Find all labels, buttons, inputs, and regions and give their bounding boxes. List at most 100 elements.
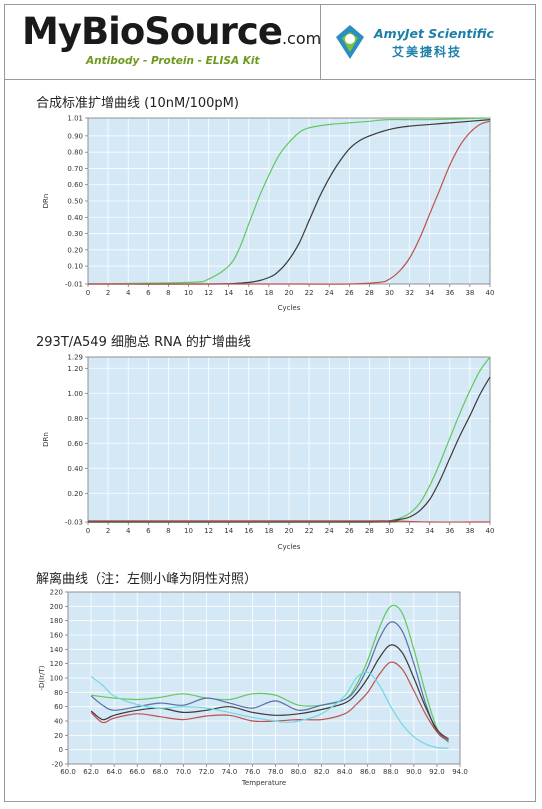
x-tick-label: 30 (385, 289, 394, 297)
x-tick-label: 38 (465, 527, 474, 535)
x-tick-label: 38 (465, 289, 474, 297)
y-tick-label: 120 (50, 660, 63, 668)
x-tick-label: 0 (86, 527, 90, 535)
y-tick-label: 140 (50, 646, 63, 654)
x-tick-label: 78.0 (268, 768, 284, 776)
y-tick-label: -0.01 (65, 281, 83, 289)
x-tick-label: 70.0 (175, 768, 191, 776)
y-tick-label: 160 (50, 632, 63, 640)
figure-frame (4, 4, 536, 802)
x-tick-label: 92.0 (429, 768, 445, 776)
x-tick-label: 22 (305, 289, 314, 297)
y-tick-label: 0.80 (67, 415, 83, 423)
x-tick-label: 76.0 (245, 768, 261, 776)
x-tick-label: 8 (166, 527, 170, 535)
x-tick-label: 34 (425, 527, 434, 535)
series-line-3 (88, 120, 491, 285)
plot-border (67, 591, 461, 765)
x-tick-label: 24 (325, 527, 334, 535)
x-tick-label: 32 (405, 289, 414, 297)
x-tick-label: 66.0 (129, 768, 145, 776)
x-tick-label: 18 (264, 289, 273, 297)
x-tick-label: 14 (224, 527, 233, 535)
x-tick-label: 80.0 (291, 768, 307, 776)
x-tick-label: 36 (445, 527, 454, 535)
y-tick-label: 0.30 (67, 230, 83, 238)
x-tick-label: 68.0 (152, 768, 168, 776)
mybiosource-tagline: Antibody - Protein - ELISA Kit (86, 55, 260, 67)
y-tick-label: 0 (59, 746, 63, 754)
y-tick-label: 0.40 (67, 214, 83, 222)
series-line-1 (87, 117, 491, 285)
y-tick-label: 180 (50, 617, 63, 625)
y-tick-label: 1.00 (67, 390, 83, 398)
y-axis-label: DRn (42, 432, 50, 447)
series-line-2 (87, 119, 491, 285)
y-tick-label: -0.03 (65, 519, 83, 527)
y-axis-label: DRn (42, 194, 50, 209)
y-tick-label: -20 (52, 761, 63, 769)
x-tick-label: 10 (184, 289, 193, 297)
y-tick-label: 1.01 (67, 115, 83, 123)
x-tick-label: 26 (345, 527, 354, 535)
chart-3-title: 解离曲线（注：左侧小峰为阴性对照） (36, 572, 258, 587)
logo-header: MyBioSource.com Antibody - Protein - ELI… (4, 4, 536, 80)
y-tick-label: 80 (54, 689, 63, 697)
x-tick-label: 20 (285, 527, 294, 535)
x-tick-label: 94.0 (452, 768, 468, 776)
x-tick-label: 4 (126, 289, 131, 297)
melt-curve-chart: 60.0 62.0 64.0 66.0 68.0 70.0 72.0 74.0 76.0 78.0… (38, 589, 468, 788)
x-tick-label: 12 (204, 289, 213, 297)
x-tick-label: 62.0 (83, 768, 99, 776)
y-tick-label: 0.20 (67, 246, 83, 254)
series-line-2 (90, 621, 449, 742)
series-line-4 (90, 661, 449, 741)
y-tick-label: 0.20 (67, 490, 83, 498)
x-tick-label: 22 (305, 527, 314, 535)
x-tick-label: 36 (445, 289, 454, 297)
x-axis-label: Cycles (278, 304, 301, 312)
x-tick-label: 40 (486, 527, 495, 535)
header-divider (320, 4, 321, 80)
series-line-3 (87, 520, 490, 523)
mybiosource-logo: MyBioSource.com Antibody - Protein - ELI… (22, 10, 321, 72)
x-tick-label: 72.0 (199, 768, 215, 776)
amyjet-logo: AmyJet Scientific 艾美捷科技 (330, 20, 530, 68)
y-tick-label: 40 (54, 718, 63, 726)
x-tick-label: 64.0 (106, 768, 122, 776)
x-tick-label: 84.0 (337, 768, 353, 776)
x-axis-label: Temperature (241, 779, 286, 787)
amplification-chart-rna: 0 2 4 6 8 10 12 14 16 18 20 22 24 26 28 30 32 34 36 38 40-0.… (42, 354, 495, 552)
amyjet-emblem-icon (336, 25, 364, 59)
x-tick-label: 40 (486, 289, 495, 297)
y-tick-label: 1.29 (67, 354, 83, 362)
y-tick-label: 100 (50, 675, 63, 683)
y-tick-label: 0.60 (67, 440, 83, 448)
x-tick-label: 6 (146, 289, 151, 297)
mybiosource-wordmark: MyBioSource.com (22, 10, 322, 53)
y-tick-label: 60 (54, 703, 63, 711)
y-tick-label: 20 (54, 732, 63, 740)
y-tick-label: 220 (50, 589, 63, 597)
x-tick-label: 14 (224, 289, 233, 297)
x-tick-label: 74.0 (222, 768, 238, 776)
x-tick-label: 18 (264, 527, 273, 535)
y-tick-label: 0.80 (67, 149, 83, 157)
y-tick-label: 0.70 (67, 165, 83, 173)
y-tick-label: 0.90 (67, 132, 83, 140)
x-tick-label: 34 (425, 289, 434, 297)
x-tick-label: 28 (365, 289, 374, 297)
series-line-5 (90, 671, 449, 749)
x-tick-label: 26 (345, 289, 354, 297)
y-tick-label: 1.20 (67, 365, 83, 373)
x-tick-label: 10 (184, 527, 193, 535)
amplification-chart-standard: 0 2 4 6 8 10 12 14 16 18 20 22 24 26 28 30 32 34 36 38 40-0.… (42, 115, 495, 313)
x-axis-label: Cycles (278, 543, 301, 551)
x-tick-label: 86.0 (360, 768, 376, 776)
y-tick-label: 0.10 (67, 263, 83, 271)
x-tick-label: 20 (285, 289, 294, 297)
x-tick-label: 0 (86, 289, 90, 297)
x-tick-label: 8 (166, 289, 170, 297)
chart-1-title: 合成标准扩增曲线 (10nM/100pM) (36, 96, 239, 111)
x-tick-label: 16 (244, 289, 253, 297)
